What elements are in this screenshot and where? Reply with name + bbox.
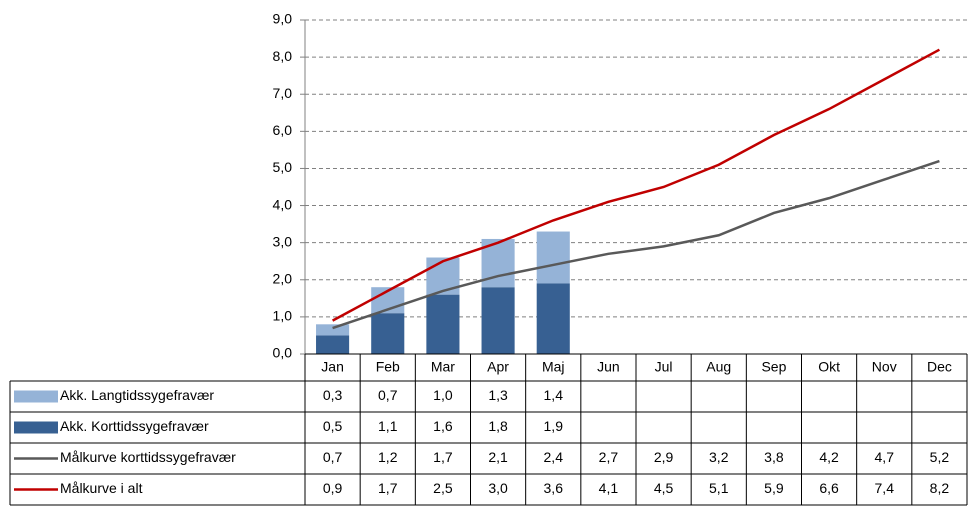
y-tick-label: 2,0 <box>273 270 293 286</box>
x-tick-label: Sep <box>761 359 786 375</box>
y-tick-label: 0,0 <box>273 345 293 361</box>
table-cell: 1,9 <box>544 418 564 434</box>
x-tick-label: Aug <box>706 359 731 375</box>
table-cell: 3,6 <box>544 480 564 496</box>
legend-label: Akk. Langtidssygefravær <box>60 387 214 403</box>
table-cell: 0,7 <box>378 387 398 403</box>
table-cell: 5,1 <box>709 480 729 496</box>
x-tick-label: Jul <box>655 359 673 375</box>
table-cell: 3,2 <box>709 449 729 465</box>
table-cell: 6,6 <box>819 480 839 496</box>
table-cell: 1,4 <box>544 387 564 403</box>
table-cell: 1,8 <box>488 418 508 434</box>
table-cell: 4,1 <box>599 480 619 496</box>
table-cell: 7,4 <box>875 480 895 496</box>
bar <box>316 335 350 354</box>
table-cell: 2,9 <box>654 449 674 465</box>
table-cell: 3,8 <box>764 449 784 465</box>
y-tick-label: 3,0 <box>273 233 293 249</box>
table-cell: 0,9 <box>323 480 343 496</box>
x-tick-label: Okt <box>818 359 840 375</box>
table-cell: 2,5 <box>433 480 453 496</box>
x-tick-label: Apr <box>487 359 509 375</box>
x-tick-label: Feb <box>376 359 400 375</box>
legend-label: Akk. Korttidssygefravær <box>60 418 209 434</box>
table-cell: 1,3 <box>488 387 508 403</box>
bar <box>536 283 570 354</box>
legend-key <box>14 390 58 403</box>
x-tick-label: Nov <box>872 359 897 375</box>
table-cell: 4,5 <box>654 480 674 496</box>
table-cell: 1,7 <box>378 480 398 496</box>
x-tick-label: Jan <box>321 359 344 375</box>
legend-label: Målkurve i alt <box>60 480 143 496</box>
legend-label: Målkurve korttidssygefravær <box>60 449 236 465</box>
table-cell: 2,4 <box>544 449 564 465</box>
y-tick-label: 7,0 <box>273 85 293 101</box>
legend-key <box>14 421 58 434</box>
bar <box>371 313 405 354</box>
y-tick-label: 6,0 <box>273 122 293 138</box>
table-cell: 1,1 <box>378 418 398 434</box>
table-cell: 3,0 <box>488 480 508 496</box>
y-tick-label: 9,0 <box>273 11 293 27</box>
table-cell: 8,2 <box>930 480 950 496</box>
table-cell: 1,7 <box>433 449 453 465</box>
y-tick-label: 5,0 <box>273 159 293 175</box>
table-cell: 2,1 <box>488 449 508 465</box>
table-cell: 0,5 <box>323 418 343 434</box>
y-tick-label: 8,0 <box>273 48 293 64</box>
line-series <box>331 48 941 322</box>
table-cell: 0,3 <box>323 387 343 403</box>
x-tick-label: Dec <box>927 359 952 375</box>
bar <box>426 294 460 354</box>
y-tick-label: 1,0 <box>273 308 293 324</box>
line-series <box>332 159 940 330</box>
y-tick-label: 4,0 <box>273 196 293 212</box>
x-tick-label: Jun <box>597 359 620 375</box>
table-cell: 1,6 <box>433 418 453 434</box>
table-cell: 1,2 <box>378 449 398 465</box>
bar <box>481 287 515 354</box>
table-cell: 2,7 <box>599 449 619 465</box>
table-cell: 0,7 <box>323 449 343 465</box>
table-cell: 1,0 <box>433 387 453 403</box>
x-tick-label: Mar <box>431 359 455 375</box>
table-cell: 4,2 <box>819 449 839 465</box>
table-cell: 5,2 <box>930 449 950 465</box>
x-tick-label: Maj <box>542 359 565 375</box>
bar <box>536 231 570 284</box>
bar <box>316 324 350 336</box>
table-cell: 5,9 <box>764 480 784 496</box>
table-cell: 4,7 <box>875 449 895 465</box>
